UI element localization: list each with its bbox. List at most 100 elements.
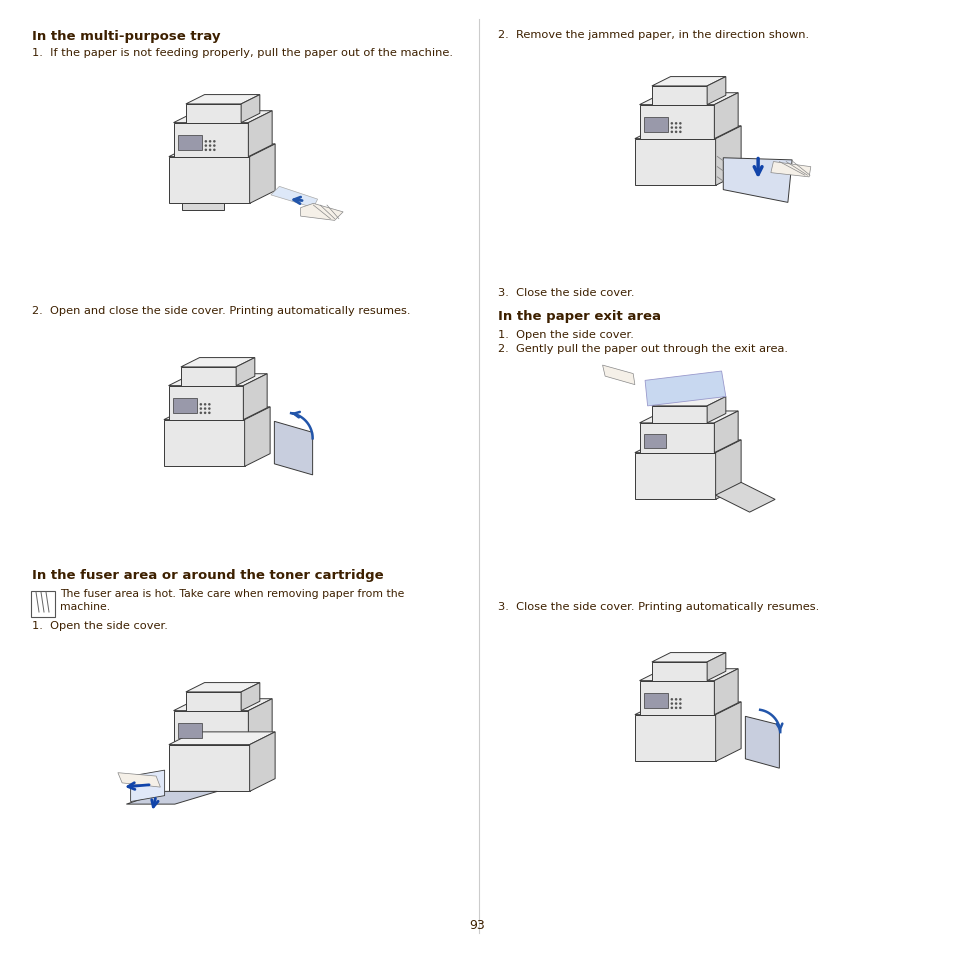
Polygon shape bbox=[651, 77, 725, 87]
Text: 2.  Open and close the side cover. Printing automatically resumes.: 2. Open and close the side cover. Printi… bbox=[32, 306, 410, 315]
Polygon shape bbox=[639, 669, 738, 680]
Polygon shape bbox=[169, 745, 250, 792]
Circle shape bbox=[679, 699, 680, 700]
Text: In the multi-purpose tray: In the multi-purpose tray bbox=[32, 30, 220, 43]
Circle shape bbox=[679, 702, 680, 705]
Polygon shape bbox=[770, 162, 810, 177]
Polygon shape bbox=[250, 145, 274, 204]
Circle shape bbox=[679, 132, 680, 134]
Circle shape bbox=[199, 412, 202, 415]
Polygon shape bbox=[715, 702, 740, 761]
Polygon shape bbox=[274, 422, 313, 476]
Circle shape bbox=[670, 123, 673, 126]
Polygon shape bbox=[634, 715, 715, 761]
Polygon shape bbox=[186, 105, 241, 124]
Polygon shape bbox=[250, 732, 274, 792]
Bar bbox=[181, 204, 224, 211]
Circle shape bbox=[213, 145, 215, 148]
Text: The fuser area is hot. Take care when removing paper from the
machine.: The fuser area is hot. Take care when re… bbox=[60, 588, 404, 612]
Polygon shape bbox=[706, 77, 725, 106]
Polygon shape bbox=[634, 453, 715, 500]
Polygon shape bbox=[243, 375, 267, 420]
Polygon shape bbox=[169, 375, 267, 386]
Circle shape bbox=[204, 404, 206, 406]
Polygon shape bbox=[744, 717, 779, 768]
Circle shape bbox=[199, 404, 202, 406]
Circle shape bbox=[670, 132, 673, 134]
Bar bbox=[172, 398, 196, 414]
Polygon shape bbox=[714, 93, 738, 139]
Polygon shape bbox=[186, 683, 259, 692]
Circle shape bbox=[674, 127, 677, 130]
Polygon shape bbox=[714, 669, 738, 715]
Polygon shape bbox=[186, 692, 241, 711]
Circle shape bbox=[208, 404, 211, 406]
FancyBboxPatch shape bbox=[30, 592, 55, 618]
Polygon shape bbox=[634, 127, 740, 139]
Polygon shape bbox=[173, 711, 248, 745]
Circle shape bbox=[209, 141, 212, 144]
Circle shape bbox=[670, 127, 673, 130]
Circle shape bbox=[204, 145, 207, 148]
Text: In the paper exit area: In the paper exit area bbox=[497, 310, 660, 323]
Polygon shape bbox=[173, 112, 272, 124]
Polygon shape bbox=[651, 397, 725, 406]
Polygon shape bbox=[634, 440, 740, 453]
Bar bbox=[643, 693, 667, 708]
Polygon shape bbox=[715, 127, 740, 186]
Circle shape bbox=[209, 150, 212, 152]
Polygon shape bbox=[715, 440, 740, 500]
Bar bbox=[177, 722, 201, 738]
Polygon shape bbox=[248, 699, 272, 745]
Polygon shape bbox=[169, 157, 250, 204]
Circle shape bbox=[679, 707, 680, 709]
Text: 93: 93 bbox=[469, 918, 484, 931]
Polygon shape bbox=[164, 408, 270, 420]
Circle shape bbox=[674, 132, 677, 134]
Polygon shape bbox=[181, 358, 254, 368]
Polygon shape bbox=[706, 653, 725, 680]
Polygon shape bbox=[639, 412, 738, 423]
Polygon shape bbox=[651, 653, 725, 662]
Polygon shape bbox=[181, 368, 236, 386]
Polygon shape bbox=[169, 145, 274, 157]
Polygon shape bbox=[715, 483, 774, 513]
Polygon shape bbox=[271, 187, 317, 209]
Text: 3.  Close the side cover.: 3. Close the side cover. bbox=[497, 288, 634, 297]
Polygon shape bbox=[164, 420, 244, 467]
Polygon shape bbox=[169, 732, 274, 745]
Polygon shape bbox=[639, 423, 714, 453]
Polygon shape bbox=[651, 662, 706, 680]
Polygon shape bbox=[602, 366, 634, 385]
Polygon shape bbox=[236, 358, 254, 386]
Polygon shape bbox=[644, 372, 725, 406]
Bar bbox=[643, 117, 667, 132]
Text: 2.  Remove the jammed paper, in the direction shown.: 2. Remove the jammed paper, in the direc… bbox=[497, 30, 808, 40]
Circle shape bbox=[674, 707, 677, 709]
Circle shape bbox=[208, 412, 211, 415]
Polygon shape bbox=[241, 683, 259, 711]
Polygon shape bbox=[173, 124, 248, 157]
Polygon shape bbox=[634, 702, 740, 715]
Circle shape bbox=[670, 707, 673, 709]
Circle shape bbox=[670, 702, 673, 705]
Polygon shape bbox=[714, 412, 738, 453]
Circle shape bbox=[209, 145, 212, 148]
Text: 1.  If the paper is not feeding properly, pull the paper out of the machine.: 1. If the paper is not feeding properly,… bbox=[32, 48, 453, 58]
Circle shape bbox=[213, 150, 215, 152]
Circle shape bbox=[674, 699, 677, 700]
Polygon shape bbox=[173, 699, 272, 711]
Polygon shape bbox=[639, 106, 714, 139]
Bar bbox=[177, 135, 201, 151]
Text: 1.  Open the side cover.: 1. Open the side cover. bbox=[32, 620, 168, 630]
Text: 3.  Close the side cover. Printing automatically resumes.: 3. Close the side cover. Printing automa… bbox=[497, 601, 819, 612]
Polygon shape bbox=[186, 95, 259, 105]
Circle shape bbox=[204, 150, 207, 152]
Polygon shape bbox=[651, 406, 706, 423]
Bar bbox=[643, 435, 665, 448]
Circle shape bbox=[204, 412, 206, 415]
Circle shape bbox=[674, 123, 677, 126]
Circle shape bbox=[204, 408, 206, 411]
Polygon shape bbox=[126, 792, 217, 804]
Polygon shape bbox=[300, 204, 343, 221]
